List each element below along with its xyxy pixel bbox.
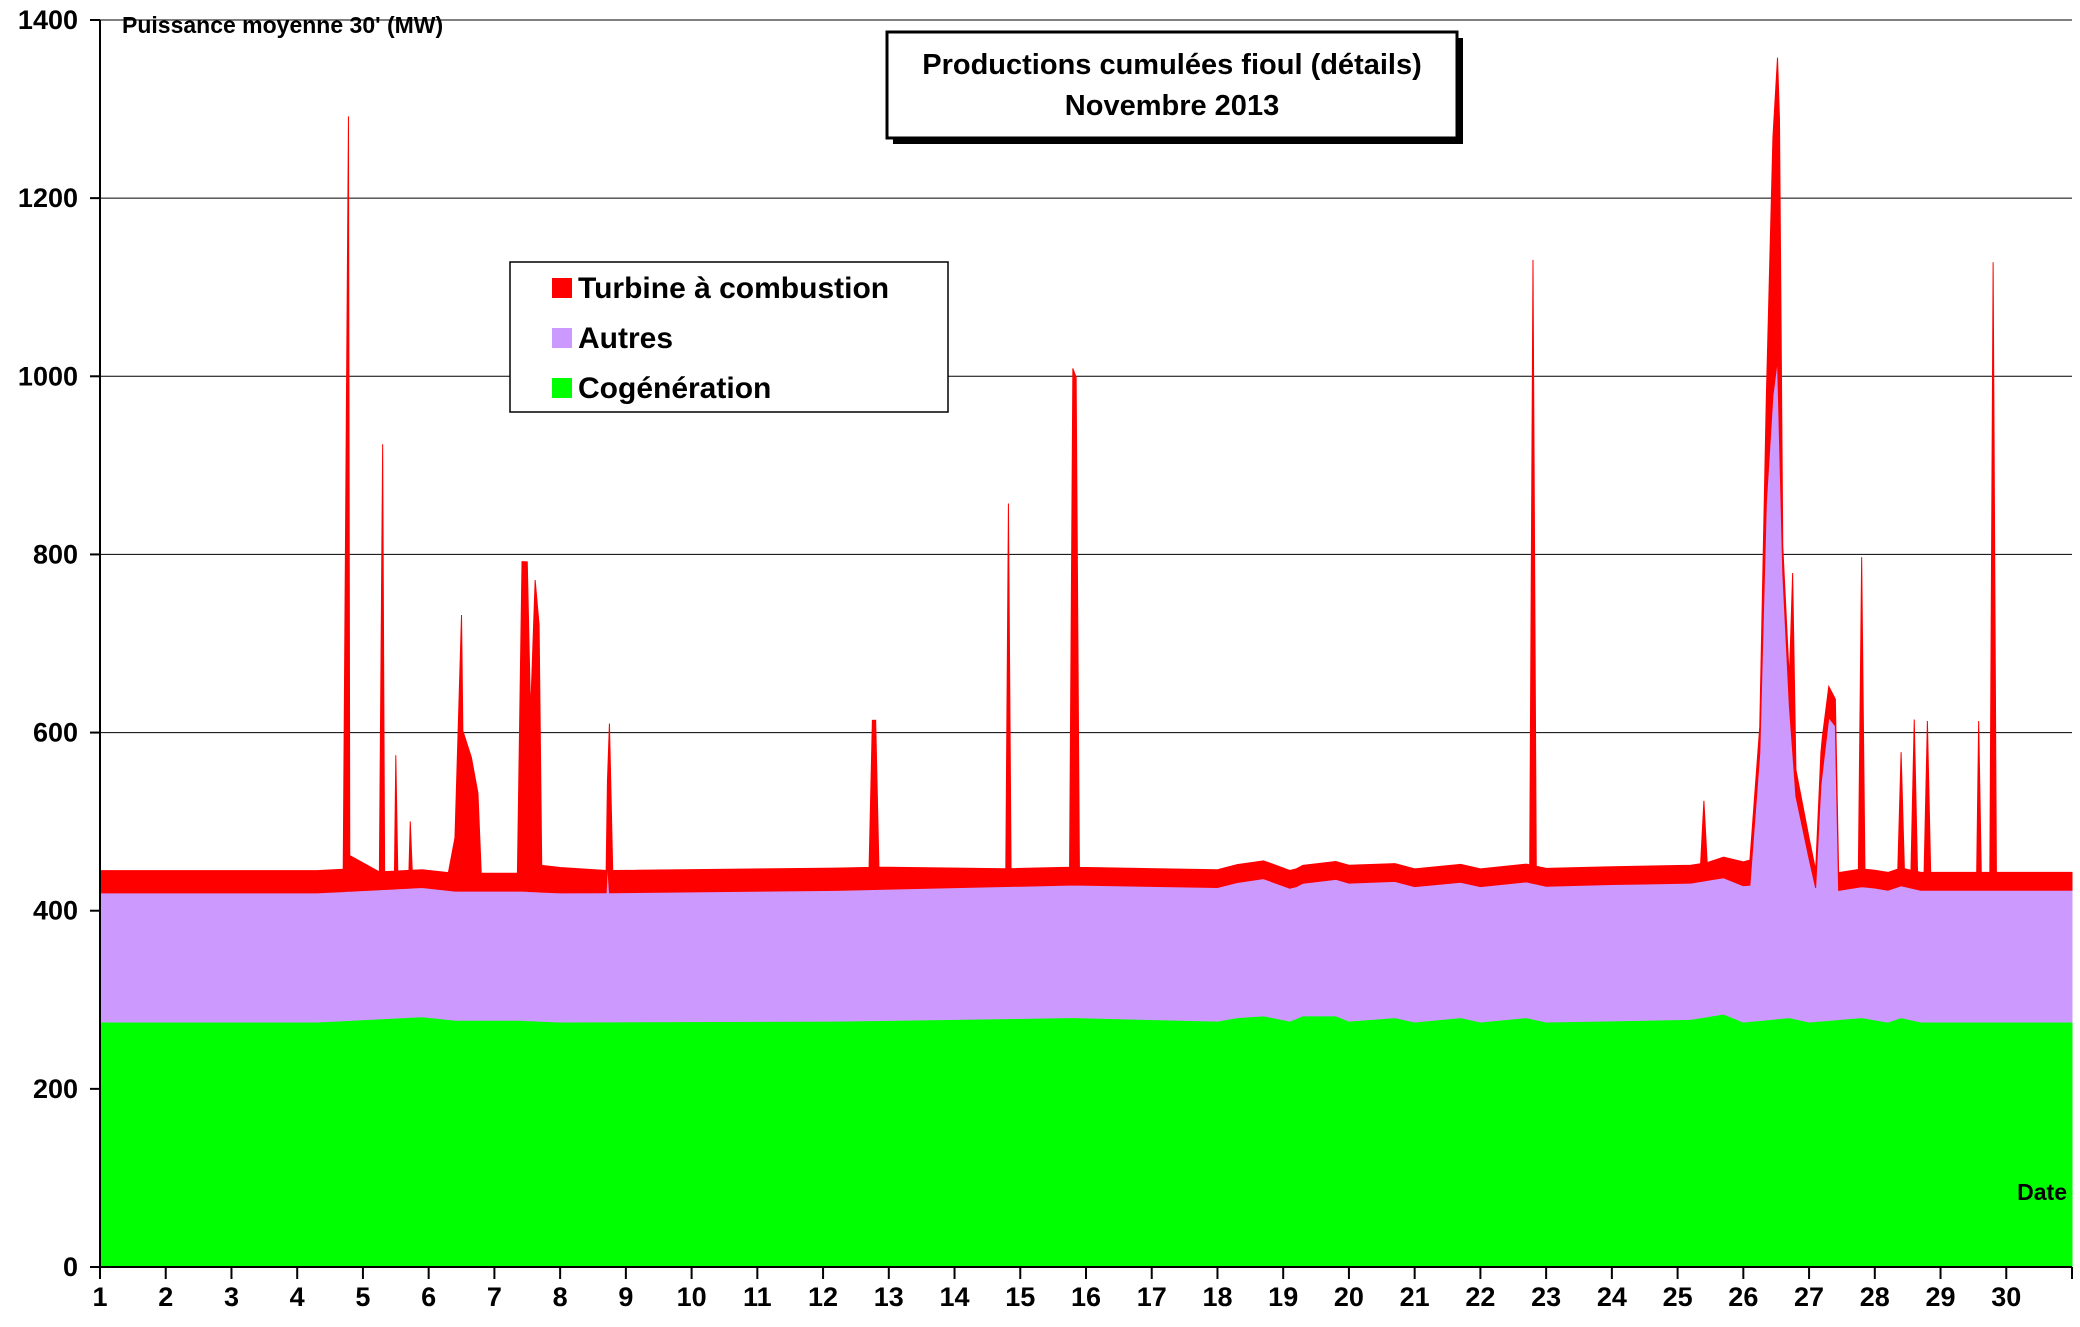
x-tick-label-17: 17 [1137,1282,1167,1312]
x-tick-label-19: 19 [1268,1282,1298,1312]
legend-label-cogeneration: Cogénération [578,372,771,405]
legend-label-turbine: Turbine à combustion [578,272,889,305]
legend-label-autres: Autres [578,322,673,355]
y-tick-labels: 0 200 400 600 800 1000 1200 1400 [18,5,100,1282]
chart-title-box: Productions cumulées fioul (détails) Nov… [885,30,1463,144]
x-tick-label-10: 10 [677,1282,707,1312]
x-tick-label-4: 4 [290,1282,305,1312]
x-tick-label-8: 8 [553,1282,568,1312]
x-tick-label-28: 28 [1860,1282,1890,1312]
x-tick-label-23: 23 [1531,1282,1561,1312]
y-tick-label-600: 600 [33,718,78,748]
chart-title: Productions cumulées fioul (détails) [922,49,1422,81]
x-tick-label-21: 21 [1400,1282,1430,1312]
legend-swatch-turbine [552,278,572,298]
x-tick-label-13: 13 [874,1282,904,1312]
x-tick-label-20: 20 [1334,1282,1364,1312]
y-axis-label: Puissance moyenne 30' (MW) [122,12,443,38]
x-tick-label-26: 26 [1728,1282,1758,1312]
y-tick-label-1400: 1400 [18,5,78,35]
x-tick-label-22: 22 [1465,1282,1495,1312]
x-axis-label: Date [2017,1179,2067,1205]
x-tick-label-16: 16 [1071,1282,1101,1312]
x-tick-label-6: 6 [421,1282,436,1312]
y-tick-label-1000: 1000 [18,361,78,391]
x-tick-label-7: 7 [487,1282,502,1312]
x-tick-label-9: 9 [618,1282,633,1312]
x-tick-label-30: 30 [1991,1282,2021,1312]
x-tick-label-24: 24 [1597,1282,1627,1312]
chart-subtitle: Novembre 2013 [1065,90,1279,122]
x-tick-label-11: 11 [743,1282,772,1312]
x-tick-label-2: 2 [158,1282,173,1312]
y-tick-label-0: 0 [63,1252,78,1282]
y-tick-label-800: 800 [33,539,78,569]
x-tick-label-12: 12 [808,1282,838,1312]
y-tick-label-1200: 1200 [18,183,78,213]
legend: Turbine à combustion Autres Cogénération [509,261,949,413]
x-tick-label-18: 18 [1202,1282,1232,1312]
area-cogeneration [99,1013,2073,1268]
x-tick-label-14: 14 [940,1282,970,1312]
x-tick-label-27: 27 [1794,1282,1824,1312]
x-tick-label-5: 5 [355,1282,370,1312]
y-tick-label-200: 200 [33,1074,78,1104]
area-turbine-a-combustion [99,57,2073,894]
y-tick-label-400: 400 [33,896,78,926]
legend-swatch-autres [552,328,572,348]
x-tick-labels: 1 2 3 4 5 6 7 8 9 10 11 12 13 14 15 16 17 18 19 20 21 22 23 24 2… [92,1267,2073,1312]
legend-swatch-cogeneration [552,378,572,398]
x-tick-label-15: 15 [1005,1282,1035,1312]
x-tick-label-3: 3 [224,1282,239,1312]
x-tick-label-29: 29 [1926,1282,1956,1312]
x-tick-label-25: 25 [1663,1282,1693,1312]
x-tick-label-1: 1 [92,1282,107,1312]
